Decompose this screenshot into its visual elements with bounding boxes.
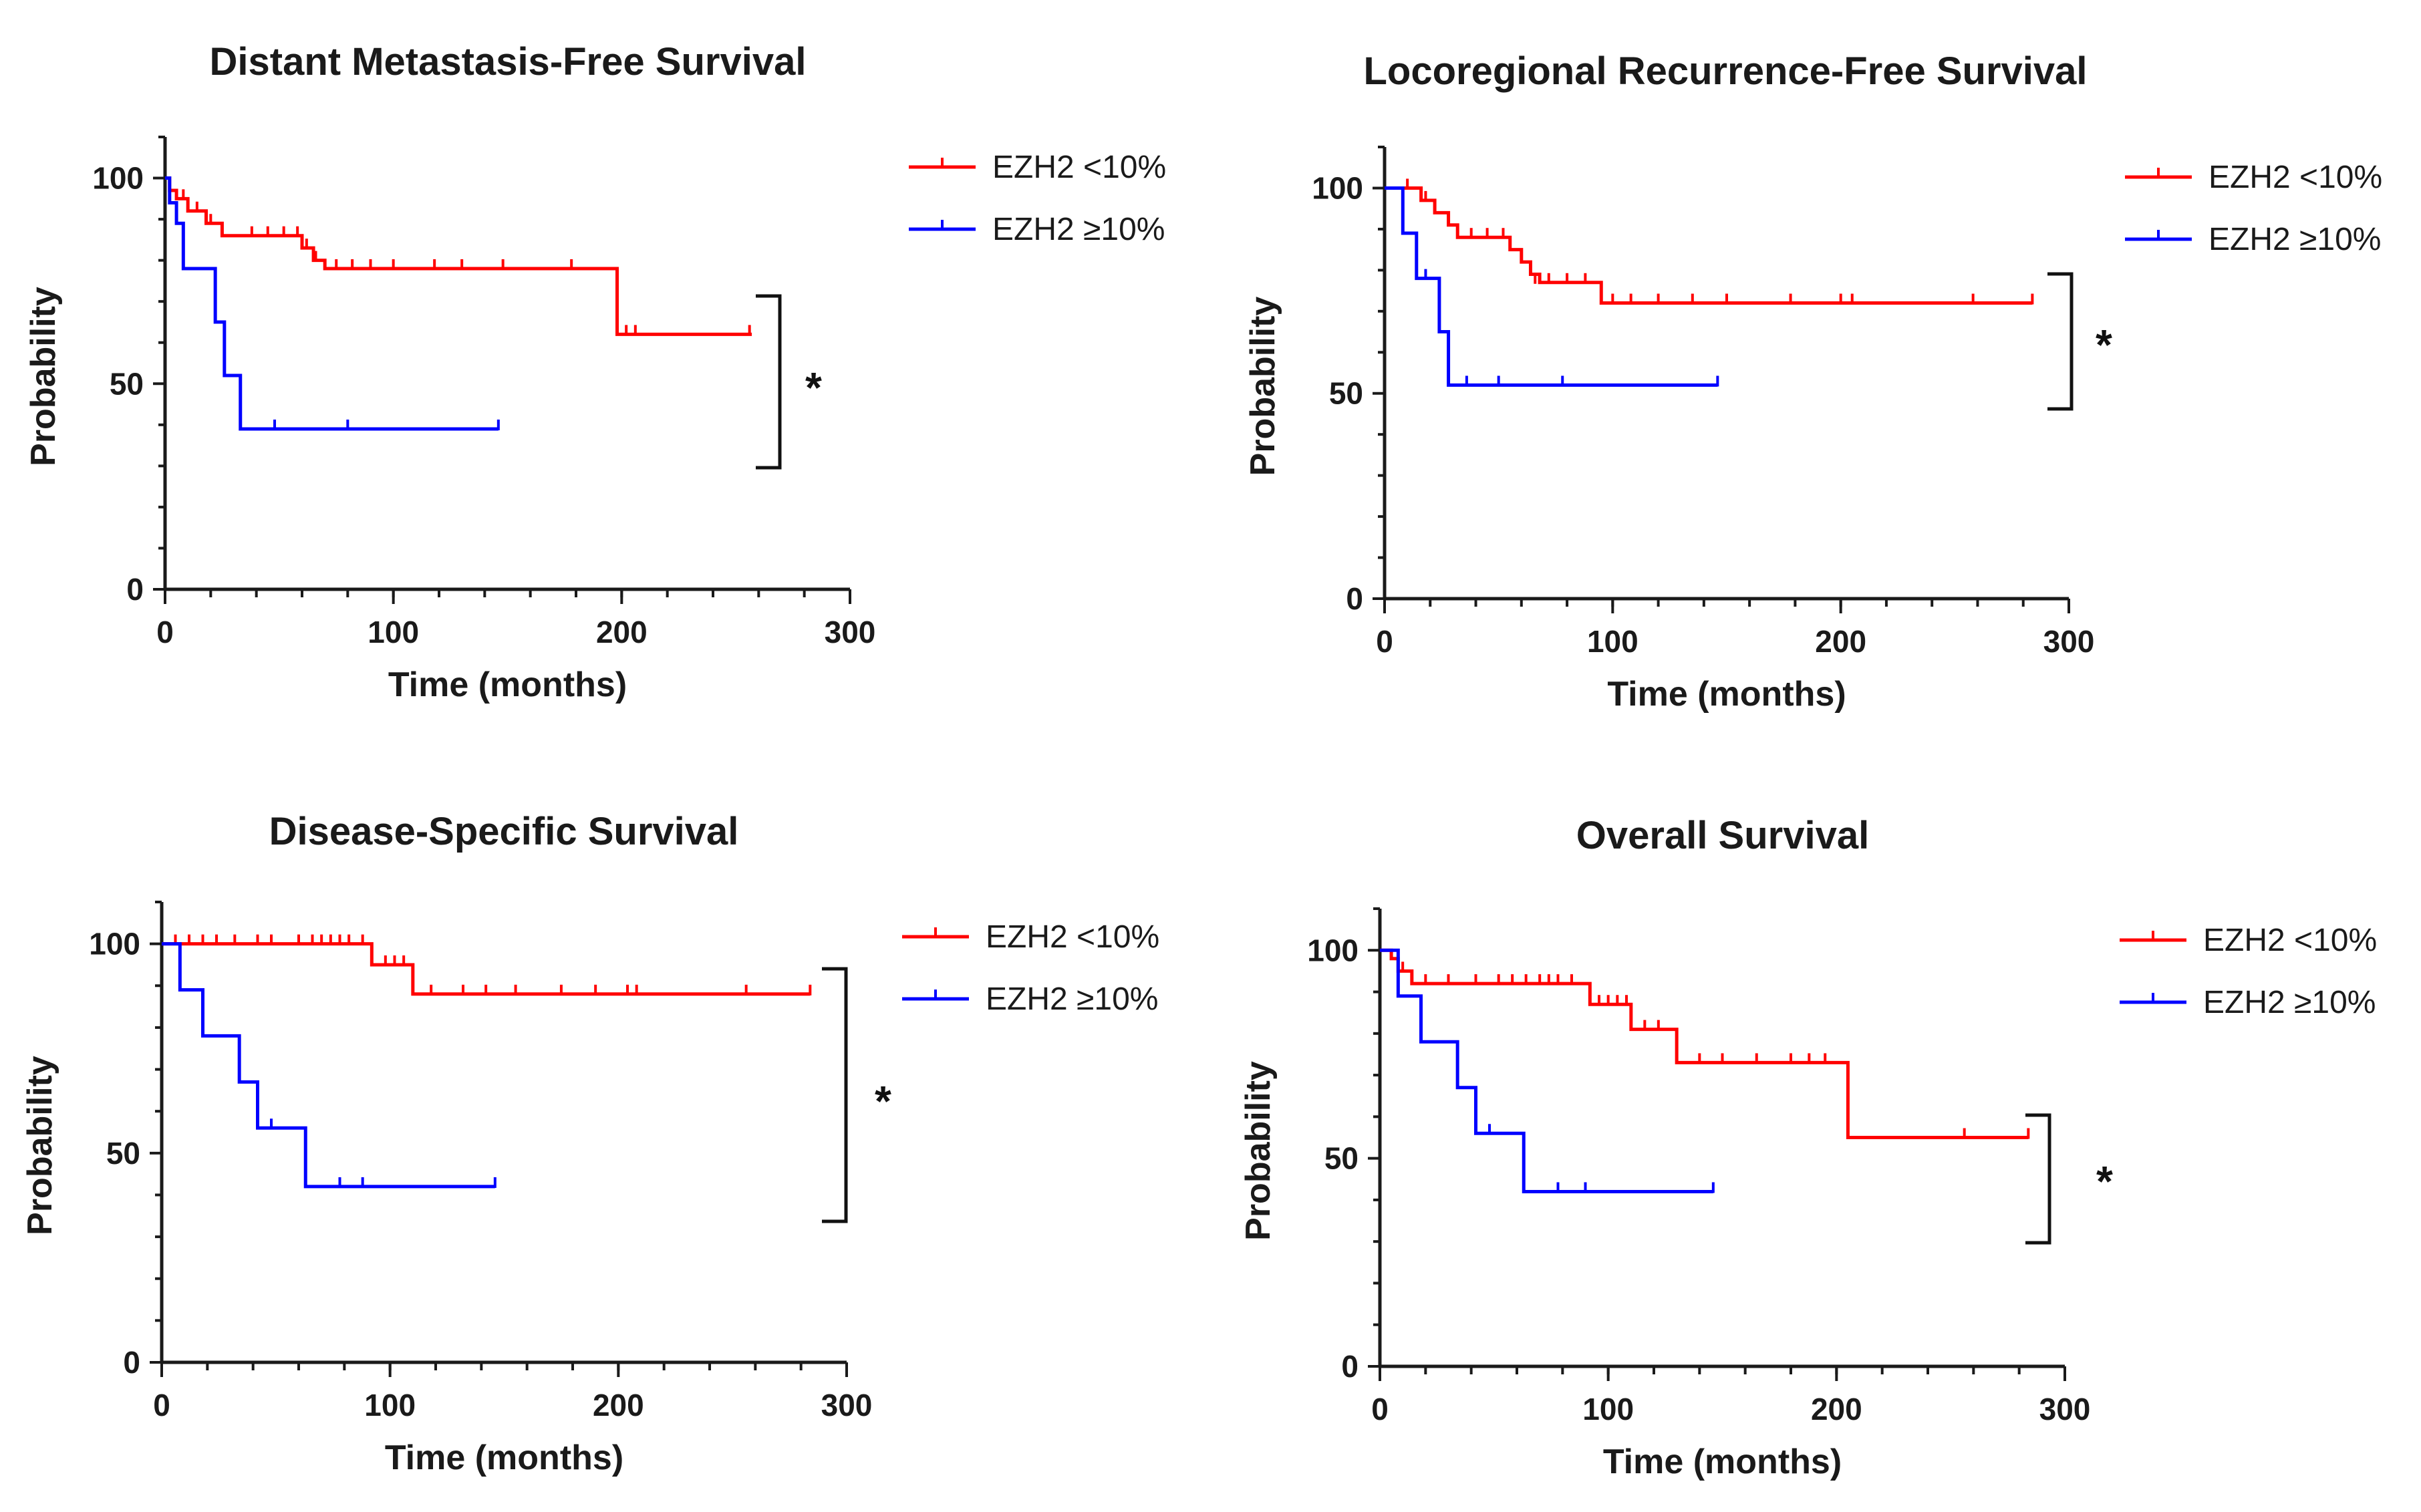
series-line-low bbox=[162, 942, 811, 996]
chart-panel-1: Distant Metastasis-Free Survival 0 100 200 3… bbox=[24, 40, 1166, 704]
x-tick-label: 200 bbox=[593, 1388, 644, 1422]
y-tick-label: 0 bbox=[1341, 1349, 1359, 1384]
y-tick-label: 50 bbox=[110, 366, 144, 401]
x-axis-label: Time (months) bbox=[388, 665, 627, 704]
series-line-high bbox=[1380, 948, 1713, 1193]
y-axis-label: Probability bbox=[1239, 1061, 1278, 1241]
chart-title: Distant Metastasis-Free Survival bbox=[210, 40, 807, 84]
x-tick-label: 0 bbox=[1376, 624, 1393, 659]
x-tick-label: 100 bbox=[1587, 624, 1639, 659]
series-line-low bbox=[165, 176, 752, 336]
y-tick-label: 0 bbox=[1346, 581, 1363, 616]
chart-title: Locoregional Recurrence-Free Survival bbox=[1363, 49, 2087, 93]
significance-asterisk: * bbox=[2096, 321, 2112, 369]
x-tick-label: 300 bbox=[825, 615, 876, 649]
y-axis-label: Probability bbox=[1244, 297, 1282, 476]
chart-panel-4: Overall Survival 0 100 200 300 0 50 100 Time (mo… bbox=[1239, 814, 2377, 1481]
x-axis-label: Time (months) bbox=[385, 1439, 623, 1477]
y-axis-label: Probability bbox=[24, 287, 63, 466]
x-tick-label: 0 bbox=[153, 1388, 170, 1422]
y-tick-label: 50 bbox=[1324, 1141, 1359, 1176]
x-tick-label: 200 bbox=[1815, 624, 1866, 659]
series-line-low bbox=[1385, 186, 2033, 305]
y-tick-label: 100 bbox=[1312, 170, 1363, 205]
series-line-high bbox=[1385, 186, 1718, 387]
legend-label: EZH2 ≥10% bbox=[992, 212, 1165, 247]
series-line-high bbox=[162, 942, 495, 1189]
significance-asterisk: * bbox=[805, 363, 822, 412]
series-line-high bbox=[165, 176, 499, 431]
x-tick-label: 300 bbox=[2043, 624, 2095, 659]
legend-label: EZH2 ≥10% bbox=[2209, 222, 2381, 257]
chart-title: Disease-Specific Survival bbox=[269, 810, 739, 853]
x-axis-label: Time (months) bbox=[1607, 675, 1846, 714]
legend-label: EZH2 <10% bbox=[2209, 160, 2382, 195]
significance-asterisk: * bbox=[875, 1077, 891, 1125]
y-tick-label: 50 bbox=[1329, 376, 1363, 411]
x-tick-label: 300 bbox=[821, 1388, 873, 1422]
x-tick-label: 100 bbox=[364, 1388, 416, 1422]
x-axis-label: Time (months) bbox=[1603, 1443, 1842, 1481]
x-tick-label: 200 bbox=[1811, 1392, 1862, 1426]
x-tick-label: 0 bbox=[1371, 1392, 1389, 1426]
significance-bracket bbox=[2047, 272, 2074, 411]
y-tick-label: 0 bbox=[123, 1345, 140, 1380]
significance-bracket bbox=[2025, 1113, 2051, 1245]
legend-label: EZH2 <10% bbox=[2203, 923, 2377, 958]
x-tick-label: 0 bbox=[156, 615, 174, 649]
chart-panel-3: Disease-Specific Survival 0 100 200 300 0 50 10… bbox=[21, 810, 1159, 1477]
chart-title: Overall Survival bbox=[1576, 814, 1869, 857]
y-tick-label: 100 bbox=[89, 927, 140, 961]
legend-label: EZH2 <10% bbox=[986, 919, 1159, 955]
y-axis-label: Probability bbox=[21, 1056, 59, 1235]
y-tick-label: 100 bbox=[92, 161, 144, 196]
significance-bracket bbox=[756, 294, 782, 470]
y-tick-label: 0 bbox=[126, 572, 144, 607]
legend-label: EZH2 ≥10% bbox=[2203, 985, 2376, 1020]
legend-label: EZH2 ≥10% bbox=[986, 981, 1158, 1017]
x-tick-label: 100 bbox=[1582, 1392, 1634, 1426]
significance-asterisk: * bbox=[2096, 1157, 2113, 1205]
legend-label: EZH2 <10% bbox=[992, 150, 1166, 185]
y-tick-label: 50 bbox=[106, 1136, 140, 1171]
x-tick-label: 100 bbox=[368, 615, 419, 649]
x-tick-label: 200 bbox=[596, 615, 648, 649]
series-line-low bbox=[1380, 948, 2029, 1139]
y-tick-label: 100 bbox=[1307, 933, 1359, 967]
chart-panel-2: Locoregional Recurrence-Free Survival 0 10… bbox=[1244, 49, 2382, 714]
significance-bracket bbox=[822, 967, 848, 1223]
x-tick-label: 300 bbox=[2039, 1392, 2091, 1426]
